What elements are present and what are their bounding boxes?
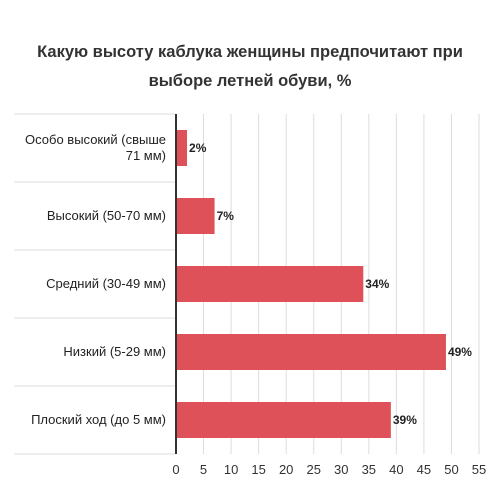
category-label: Высокий (50-70 мм) (47, 208, 166, 223)
x-tick-label: 30 (334, 462, 348, 477)
data-label: 39% (393, 413, 417, 427)
x-tick-label: 40 (389, 462, 403, 477)
x-tick-label: 0 (172, 462, 179, 477)
data-label: 2% (189, 141, 207, 155)
chart-title: Какую высоту каблука женщины предпочитаю… (0, 38, 500, 96)
chart-title-line-2: выборе летней обуви, % (148, 72, 352, 90)
chart-title-line-1: Какую высоту каблука женщины предпочитаю… (37, 43, 463, 61)
x-tick-label: 45 (417, 462, 431, 477)
bar (177, 130, 188, 166)
category-label: Плоский ход (до 5 мм) (31, 412, 166, 427)
category-label: Средний (30-49 мм) (46, 276, 166, 291)
x-tick-label: 55 (472, 462, 486, 477)
data-label: 49% (448, 345, 472, 359)
x-tick-label: 15 (251, 462, 265, 477)
bar (177, 198, 215, 234)
x-tick-label: 35 (362, 462, 376, 477)
data-label: 34% (365, 277, 389, 291)
bar (177, 402, 391, 438)
x-tick-label: 5 (200, 462, 207, 477)
x-tick-label: 25 (306, 462, 320, 477)
category-label: Особо высокий (свыше (25, 132, 166, 147)
bar (177, 266, 364, 302)
x-tick-label: 10 (224, 462, 238, 477)
category-label: 71 мм) (126, 148, 166, 163)
x-tick-label: 50 (444, 462, 458, 477)
data-label: 7% (217, 209, 235, 223)
bar (177, 334, 446, 370)
category-label: Низкий (5-29 мм) (63, 344, 166, 359)
x-tick-label: 20 (279, 462, 293, 477)
